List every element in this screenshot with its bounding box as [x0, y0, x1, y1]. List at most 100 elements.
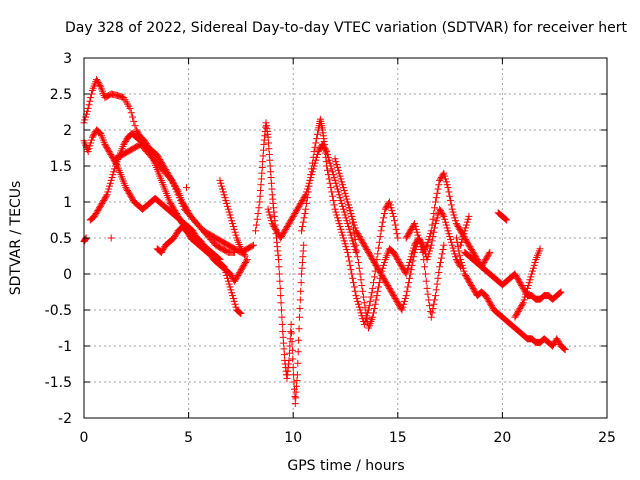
trail-point [405, 230, 413, 238]
trail-point [462, 221, 470, 229]
trail-point [433, 280, 441, 288]
trail-point [277, 233, 285, 241]
trail-point [433, 189, 441, 197]
data-point [415, 234, 423, 242]
y-tick-label: 0 [63, 267, 72, 283]
data-point [264, 205, 272, 213]
trail-point [294, 348, 302, 356]
trail-point [354, 300, 362, 308]
data-point [436, 176, 444, 184]
trail-point [403, 267, 411, 275]
trail-point [380, 276, 388, 284]
trail-point [329, 168, 337, 176]
trail-point [387, 204, 395, 212]
trail-point [295, 202, 303, 210]
trail-point [430, 210, 438, 218]
trail-point [513, 310, 521, 318]
data-point [398, 306, 406, 314]
trail-point [524, 282, 532, 290]
trail-point [451, 214, 459, 222]
trail-point [483, 294, 491, 302]
trail-point [297, 199, 305, 207]
trail-point [276, 277, 284, 285]
trail-point [345, 225, 353, 233]
trail-point [336, 222, 344, 230]
trail-point [105, 185, 113, 193]
trail-point [370, 258, 378, 266]
trail-point [90, 130, 98, 138]
trail-point [223, 199, 231, 207]
trail-point [239, 249, 247, 257]
trail-point [521, 293, 529, 301]
data-point [465, 277, 473, 285]
trail-point [362, 244, 370, 252]
trail-point [445, 188, 453, 196]
trail-point [435, 181, 443, 189]
data-point [528, 270, 536, 278]
trail-point [95, 204, 103, 212]
trail-point [378, 267, 386, 275]
data-point [385, 284, 393, 292]
trail-point [393, 254, 401, 262]
trail-point [420, 247, 428, 255]
trail-point [308, 168, 316, 176]
trail-point [376, 274, 384, 282]
trail-point [441, 218, 449, 226]
trail-point [125, 189, 133, 197]
data-point [220, 191, 228, 199]
trail-point [412, 238, 420, 246]
data-point [360, 299, 368, 307]
trail-point [288, 215, 296, 223]
trail-point [395, 302, 403, 310]
trail-point [110, 168, 118, 176]
y-tick-label: 3 [63, 51, 72, 67]
trail-point [300, 214, 308, 222]
trail-point [379, 218, 387, 226]
trail-point [121, 139, 129, 147]
trail-point [286, 342, 294, 350]
trail-point [354, 253, 362, 261]
data-point [482, 256, 490, 264]
trail-point [372, 261, 380, 269]
data-point [369, 284, 377, 292]
data-point [226, 270, 234, 278]
data-point [243, 256, 251, 264]
trail-point [338, 199, 346, 207]
data-point [348, 212, 356, 220]
trail-point [451, 250, 459, 258]
trail-point [359, 287, 367, 295]
trail-point [397, 261, 405, 269]
trail-point [93, 208, 101, 216]
trail-point [319, 142, 327, 150]
data-point [469, 284, 477, 292]
trail-point [368, 254, 376, 262]
data-point [249, 241, 257, 249]
trail-point [430, 300, 438, 308]
data-point [390, 248, 398, 256]
trail-point [296, 296, 304, 304]
trail-point [236, 309, 244, 317]
data-point [120, 140, 128, 148]
trail-point [368, 289, 376, 297]
trail-point [225, 208, 233, 216]
trail-point [296, 201, 304, 209]
trail-point [101, 195, 109, 203]
trail-point [339, 202, 347, 210]
trail-point [518, 282, 526, 290]
trail-point [454, 222, 462, 230]
trail-point [467, 244, 475, 252]
trail-point [452, 253, 460, 261]
trail-point [275, 263, 283, 271]
data-point [331, 205, 339, 213]
data-point [356, 306, 364, 314]
data-point [360, 241, 368, 249]
trail-point [96, 129, 104, 137]
trail-point [468, 283, 476, 291]
trail-point [404, 283, 412, 291]
trail-point [329, 192, 337, 200]
trail-point [362, 309, 370, 317]
data-point [440, 169, 448, 177]
trail-point [242, 258, 250, 266]
data-point [339, 205, 347, 213]
data-point [339, 184, 347, 192]
